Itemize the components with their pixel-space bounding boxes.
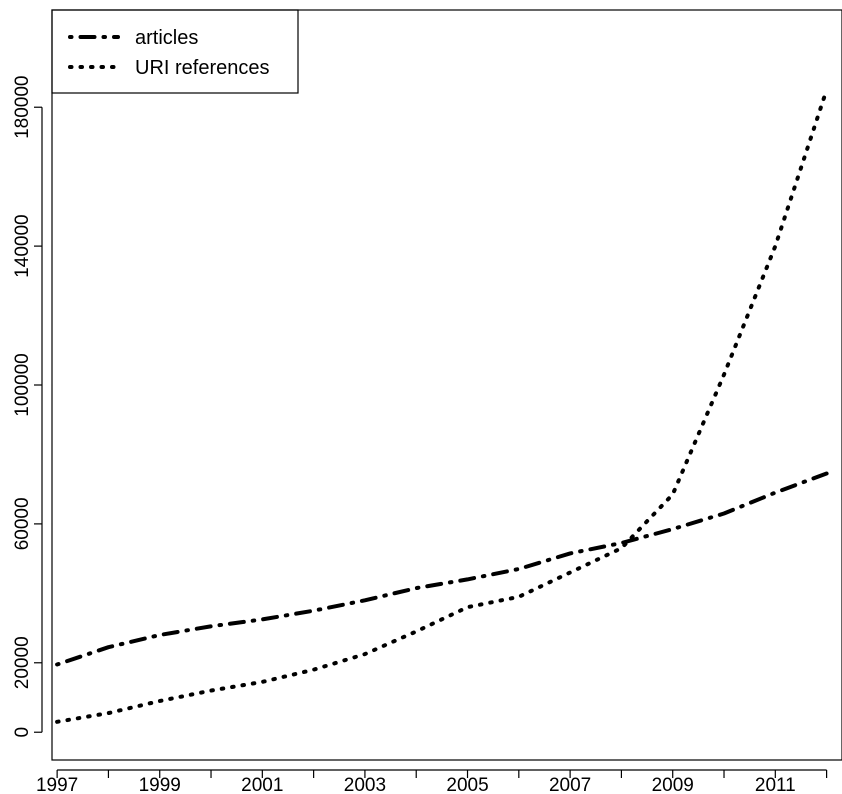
plot-frame [51, 9, 842, 761]
x-tick-label: 2007 [549, 775, 591, 794]
y-tick-label: 0 [12, 727, 33, 738]
x-tick-label: 2003 [344, 775, 386, 794]
x-tick-label: 1997 [36, 775, 78, 794]
x-tick-label: 2011 [755, 775, 796, 794]
series-layer [55, 87, 829, 724]
legend-box [51, 9, 299, 94]
y-tick-label: 60000 [12, 497, 33, 550]
x-axis: 1997 1999 2001 2003 2005 2007 2009 2011 [36, 769, 828, 794]
series-line-articles [55, 471, 829, 667]
series-line-uri-references [55, 87, 829, 724]
legend-label-articles: articles [135, 27, 198, 49]
x-tick-label: 1999 [139, 775, 181, 794]
y-tick-label: 180000 [12, 76, 33, 139]
y-axis: 0 20000 60000 100000 140000 180000 [12, 76, 43, 738]
x-tick-label: 2005 [446, 775, 488, 794]
y-tick-label: 100000 [12, 353, 33, 416]
legend: articles URI references [51, 9, 299, 94]
x-tick-label: 2009 [652, 775, 694, 794]
legend-label-uri-references: URI references [135, 57, 270, 79]
y-tick-label: 140000 [12, 214, 33, 277]
y-tick-label: 20000 [12, 636, 33, 689]
x-tick-label: 2001 [241, 775, 283, 794]
